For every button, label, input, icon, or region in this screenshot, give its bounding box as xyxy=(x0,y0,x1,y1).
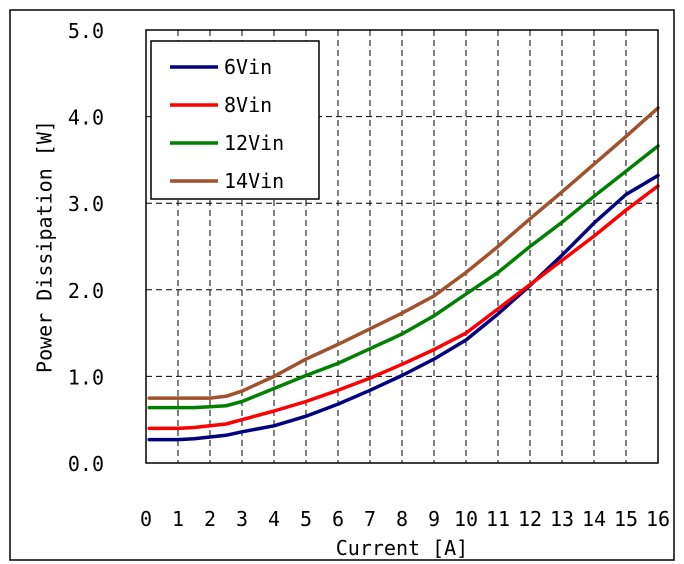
x-tick-label: 13 xyxy=(550,507,574,531)
series-line-14vin xyxy=(147,106,660,400)
x-tick-label: 4 xyxy=(268,507,280,531)
series-line-6vin xyxy=(147,173,660,442)
y-tick-label: 2.0 xyxy=(68,279,104,303)
x-tick-label: 5 xyxy=(300,507,312,531)
legend-label-12vin: 12Vin xyxy=(224,131,284,155)
legend-label-14vin: 14Vin xyxy=(224,169,284,193)
plot-area-frame xyxy=(145,29,659,464)
x-tick-label: 7 xyxy=(364,507,376,531)
x-tick-label: 12 xyxy=(518,507,542,531)
x-tick-label: 9 xyxy=(428,507,440,531)
series-line-8vin xyxy=(147,184,660,431)
y-tick-label: 0.0 xyxy=(68,452,104,476)
y-axis-title: Power Dissipation [W] xyxy=(33,120,57,373)
x-tick-label: 3 xyxy=(236,507,248,531)
y-tick-label: 1.0 xyxy=(68,365,104,389)
y-tick-label: 4.0 xyxy=(68,106,104,130)
x-tick-label: 14 xyxy=(582,507,606,531)
series-line-12vin xyxy=(147,144,660,410)
x-tick-label: 0 xyxy=(140,507,152,531)
legend-label-6vin: 6Vin xyxy=(224,55,272,79)
x-tick-label: 6 xyxy=(332,507,344,531)
figure-border xyxy=(9,9,675,561)
x-tick-label: 10 xyxy=(454,507,478,531)
x-tick-label: 11 xyxy=(486,507,510,531)
y-tick-labels: 0.0 1.0 2.0 3.0 4.0 5.0 xyxy=(68,19,104,476)
x-tick-label: 16 xyxy=(646,507,670,531)
x-tick-label: 15 xyxy=(614,507,638,531)
legend: 6Vin 8Vin 12Vin 14Vin xyxy=(150,40,320,200)
y-tick-label: 3.0 xyxy=(68,192,104,216)
x-tick-label: 2 xyxy=(204,507,216,531)
y-tick-label: 5.0 xyxy=(68,19,104,43)
series-lines xyxy=(147,106,660,442)
x-tick-label: 8 xyxy=(396,507,408,531)
x-axis-title: Current [A] xyxy=(336,536,468,560)
x-tick-label: 1 xyxy=(172,507,184,531)
legend-label-8vin: 8Vin xyxy=(224,93,272,117)
x-tick-labels: 0 1 2 3 4 5 6 7 8 9 10 11 12 13 14 15 16 xyxy=(140,507,670,531)
